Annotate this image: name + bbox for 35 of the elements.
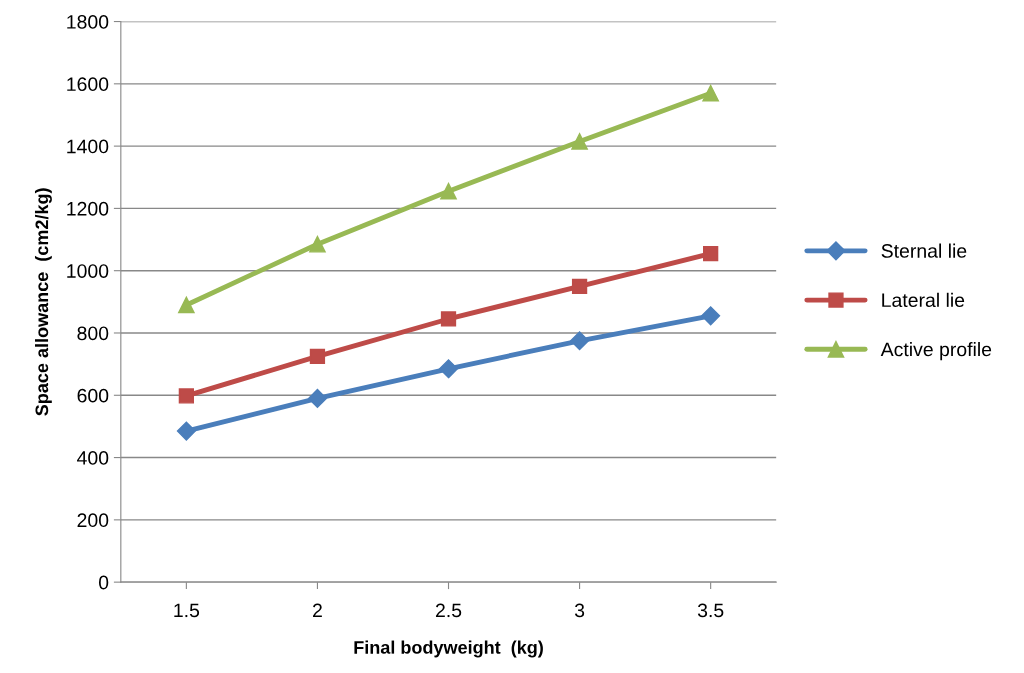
legend-label: Active profile — [880, 342, 992, 361]
legend-label: Sternal lie — [881, 243, 967, 258]
point — [701, 306, 721, 326]
x-axis-title: Final bodyweight (kg) — [354, 640, 543, 658]
point — [703, 245, 719, 262]
point — [309, 348, 326, 364]
x-tick-label: 3 — [574, 603, 585, 618]
x-tick-label: 2 — [313, 603, 322, 618]
point — [178, 388, 195, 404]
y-tick-label: 1400 — [67, 139, 109, 154]
point — [702, 84, 719, 102]
y-tick-label: 600 — [77, 388, 109, 403]
point — [176, 421, 196, 441]
point — [438, 359, 459, 379]
y-tick-label: 200 — [77, 513, 109, 528]
y-tick-label: 1200 — [67, 201, 109, 216]
point — [309, 235, 326, 253]
x-tick-label: 1.5 — [174, 603, 200, 618]
y-tick-label: 1000 — [67, 264, 109, 278]
point — [178, 296, 195, 314]
y-tick-label: 1600 — [67, 77, 109, 92]
y-axis-title: Space allowance (cm2/kg) — [34, 188, 52, 416]
y-tick-label: 0 — [98, 575, 109, 590]
point — [307, 388, 327, 408]
x-tick-label: 2.5 — [435, 603, 462, 618]
legend-label: Lateral lie — [882, 292, 965, 308]
x-tick-label: 3.5 — [697, 603, 724, 618]
point — [440, 311, 457, 327]
point — [571, 133, 588, 150]
y-tick-label: 1800 — [67, 15, 109, 29]
point — [570, 331, 590, 351]
point — [571, 278, 588, 294]
y-tick-label: 400 — [77, 451, 109, 465]
point — [440, 182, 457, 200]
y-tick-label: 800 — [77, 326, 109, 341]
